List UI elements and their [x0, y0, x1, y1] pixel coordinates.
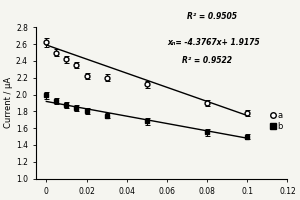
Text: R² = 0.9522: R² = 0.9522 — [182, 56, 232, 65]
Legend: a, b: a, b — [268, 107, 286, 135]
Text: R² = 0.9505: R² = 0.9505 — [187, 12, 237, 21]
Y-axis label: Current / μA: Current / μA — [4, 77, 13, 128]
Text: xₙ= -4.3767x+ 1.9175: xₙ= -4.3767x+ 1.9175 — [167, 38, 260, 47]
